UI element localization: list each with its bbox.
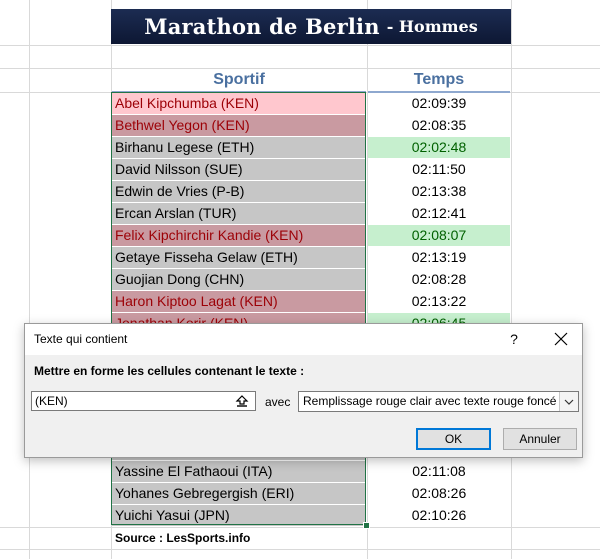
race-time[interactable]: 02:09:39: [411, 95, 467, 111]
row-divider: [0, 45, 600, 46]
dialog-title: Texte qui contient: [34, 332, 128, 346]
column-divider: [29, 0, 30, 559]
header-underline: [368, 91, 510, 93]
chevron-down-icon: [564, 399, 574, 405]
format-select-value: Remplissage rouge clair avec texte rouge…: [303, 394, 557, 408]
sheet-title: Marathon de Berlin: [144, 14, 380, 39]
avec-label: avec: [265, 395, 291, 409]
race-time[interactable]: 02:13:19: [411, 249, 467, 265]
race-time[interactable]: 02:13:22: [411, 293, 467, 309]
row-divider: [0, 549, 600, 550]
row-divider: [0, 527, 600, 528]
collapse-dialog-button[interactable]: [231, 393, 253, 409]
runner-name[interactable]: Guojian Dong (CHN): [112, 269, 366, 290]
runner-name[interactable]: Yassine El Fathaoui (ITA): [112, 461, 366, 482]
runner-name[interactable]: Yuichi Yasui (JPN): [112, 505, 366, 526]
runner-name[interactable]: Edwin de Vries (P-B): [112, 181, 366, 202]
close-button[interactable]: [549, 328, 573, 350]
column-divider: [367, 0, 368, 559]
row-divider: [0, 68, 600, 69]
dialog-titlebar[interactable]: [25, 324, 582, 355]
table-row[interactable]: Birhanu Legese (ETH) 02:02:48: [112, 137, 510, 158]
header-sportif[interactable]: Sportif: [213, 71, 265, 88]
table-row[interactable]: Edwin de Vries (P-B) 02:13:38: [112, 181, 510, 202]
table-row[interactable]: Abel Kipchumba (KEN) 02:09:39: [112, 93, 510, 114]
runner-name[interactable]: Birhanu Legese (ETH): [112, 137, 366, 158]
sheet-title-banner[interactable]: Marathon de Berlin - Hommes: [111, 9, 511, 44]
race-time[interactable]: 02:08:28: [411, 271, 467, 287]
table-row[interactable]: David Nilsson (SUE) 02:11:50: [112, 159, 510, 180]
source-note[interactable]: Source : LesSports.info: [115, 531, 251, 545]
dialog-prompt: Mettre en forme les cellules contenant l…: [34, 364, 305, 378]
collapse-dialog-icon: [235, 395, 249, 407]
table-row[interactable]: Felix Kipchirchir Kandie (KEN) 02:08:07: [112, 225, 510, 246]
race-time[interactable]: 02:08:07: [368, 225, 510, 246]
race-time[interactable]: 02:10:26: [411, 507, 467, 523]
table-row[interactable]: Haron Kiptoo Lagat (KEN) 02:13:22: [112, 291, 510, 312]
runner-name[interactable]: Ercan Arslan (TUR): [112, 203, 366, 224]
column-divider: [511, 0, 512, 559]
race-time[interactable]: 02:11:08: [412, 463, 466, 479]
table-row[interactable]: Yuichi Yasui (JPN) 02:10:26: [112, 505, 510, 526]
runner-name[interactable]: Bethwel Yegon (KEN): [112, 115, 366, 136]
race-time[interactable]: 02:11:50: [412, 161, 466, 177]
cancel-button[interactable]: Annuler: [503, 428, 577, 450]
format-select-dropdown[interactable]: [559, 392, 578, 411]
table-row[interactable]: Yohanes Gebregergish (ERI) 02:08:26: [112, 483, 510, 504]
help-button[interactable]: ?: [510, 331, 518, 347]
table-row[interactable]: Guojian Dong (CHN) 02:08:28: [112, 269, 510, 290]
race-time[interactable]: 02:13:38: [411, 183, 467, 199]
race-time[interactable]: 02:08:35: [411, 117, 467, 133]
table-row[interactable]: Bethwel Yegon (KEN) 02:08:35: [112, 115, 510, 136]
runner-name[interactable]: Abel Kipchumba (KEN): [112, 93, 366, 114]
table-row[interactable]: Getaye Fisseha Gelaw (ETH) 02:13:19: [112, 247, 510, 268]
sheet-subtitle: - Hommes: [386, 17, 478, 36]
table-row[interactable]: Yassine El Fathaoui (ITA) 02:11:08: [112, 461, 510, 482]
format-select[interactable]: Remplissage rouge clair avec texte rouge…: [298, 391, 579, 412]
table-row[interactable]: Ercan Arslan (TUR) 02:12:41: [112, 203, 510, 224]
close-icon: [554, 332, 568, 346]
runner-name[interactable]: Getaye Fisseha Gelaw (ETH): [112, 247, 366, 268]
race-time[interactable]: 02:12:41: [411, 205, 467, 221]
text-contains-input[interactable]: (KEN): [31, 391, 256, 411]
runner-name[interactable]: David Nilsson (SUE): [112, 159, 366, 180]
runner-name[interactable]: Felix Kipchirchir Kandie (KEN): [112, 225, 366, 246]
runner-name[interactable]: Haron Kiptoo Lagat (KEN): [112, 291, 366, 312]
text-contains-dialog: Texte qui contient ? Mettre en forme les…: [24, 323, 583, 458]
ok-button[interactable]: OK: [416, 428, 491, 450]
runner-name[interactable]: Yohanes Gebregergish (ERI): [112, 483, 366, 504]
race-time[interactable]: 02:08:26: [411, 485, 467, 501]
header-temps[interactable]: Temps: [413, 71, 465, 88]
fill-handle[interactable]: [363, 522, 370, 529]
race-time[interactable]: 02:02:48: [368, 137, 510, 158]
